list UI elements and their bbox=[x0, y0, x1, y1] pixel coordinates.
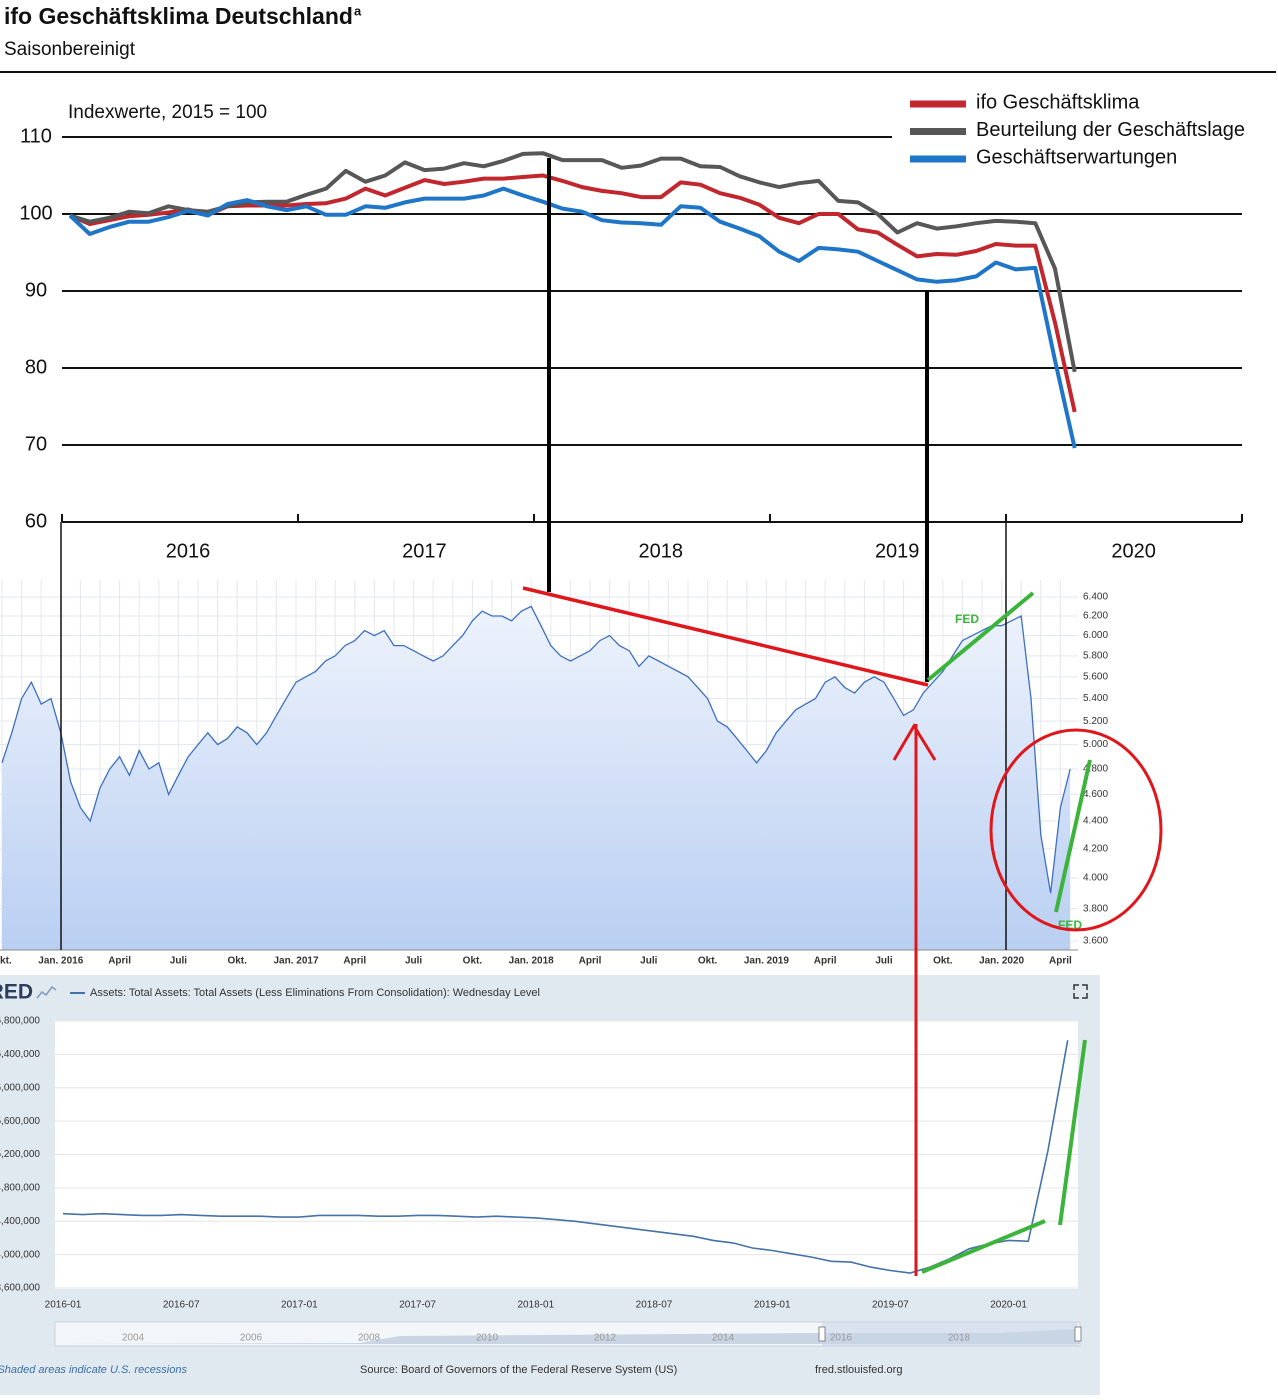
x-tick-label: Okt. bbox=[933, 956, 953, 967]
x-tick-label: 2019 bbox=[875, 540, 920, 562]
x-tick-label: 2018-01 bbox=[517, 1300, 554, 1311]
year-boundaries bbox=[61, 514, 1243, 522]
y-tick-label: 110 bbox=[20, 125, 52, 147]
x-tick-label: Jan. 2019 bbox=[744, 956, 789, 967]
y-tick-label: 6,400,000 bbox=[0, 1049, 40, 1060]
legend-label: Geschäftserwartungen bbox=[976, 146, 1177, 168]
y-tick-label: 5.600 bbox=[1083, 671, 1108, 682]
x-tick-label: 2017 bbox=[402, 540, 447, 562]
y-tick-label: 80 bbox=[25, 356, 47, 378]
area-line bbox=[1, 605, 1071, 894]
navigator-label: 2010 bbox=[476, 1333, 499, 1344]
x-tick-label: 2017-07 bbox=[399, 1300, 436, 1311]
navigator-label: 2006 bbox=[240, 1333, 263, 1344]
x-tick-label: 2018 bbox=[639, 540, 684, 562]
y-tick-label: 5.200 bbox=[1083, 716, 1108, 727]
y-tick-label: 5,600,000 bbox=[0, 1116, 40, 1127]
y-tick-label: 3.600 bbox=[1083, 936, 1108, 947]
x-tick-label: April bbox=[108, 956, 131, 967]
site: fred.stlouisfed.org bbox=[815, 1364, 902, 1376]
x-tick-label: April bbox=[579, 956, 602, 967]
x-tick-label: 2016-01 bbox=[45, 1300, 82, 1311]
y-tick-label: 5.000 bbox=[1083, 739, 1108, 750]
annotations bbox=[60, 158, 1163, 1276]
plots: 60 70 80 90 100 110 2016 2017 2018 2019 2020 ifo Ge… bbox=[0, 88, 1272, 1376]
fred-logo-icon bbox=[36, 985, 57, 999]
y-tick-label: 6.200 bbox=[1083, 611, 1108, 622]
chart-subtitle: Saisonbereinigt bbox=[4, 39, 136, 60]
x-tick-label: Jan. 2020 bbox=[979, 956, 1024, 967]
y-tick-label: 6.400 bbox=[1083, 592, 1108, 603]
y-tick-label: 4.400 bbox=[1083, 816, 1108, 827]
y-tick-label: 4.200 bbox=[1083, 843, 1108, 854]
chart-title: ifo Geschäftsklima Deutschland bbox=[4, 3, 353, 29]
area-fill bbox=[2, 606, 1071, 950]
annotation: FED bbox=[955, 612, 979, 626]
y-tick-label: 4,800,000 bbox=[0, 1183, 40, 1194]
x-tick-label: 2019-01 bbox=[754, 1300, 791, 1311]
legend-label: ifo Geschäftsklima bbox=[976, 91, 1140, 113]
x-tick-label: Juli bbox=[170, 956, 187, 967]
navigator-label: 2016 bbox=[830, 1333, 853, 1344]
y-tick-label: 5.800 bbox=[1083, 650, 1108, 661]
series-line bbox=[68, 186, 1077, 449]
x-tick-label: Juli bbox=[640, 956, 657, 967]
navigator-label: 2012 bbox=[594, 1333, 617, 1344]
x-tick-label: Okt. bbox=[0, 956, 12, 967]
y-tick-label: 4.800 bbox=[1083, 764, 1108, 775]
x-tick-label: 2016 bbox=[166, 540, 211, 562]
x-tick-label: 2016-07 bbox=[163, 1300, 200, 1311]
x-tick-label: Juli bbox=[405, 956, 422, 967]
y-tick-label: 4,000,000 bbox=[0, 1249, 40, 1260]
x-tick-label: 2017-01 bbox=[281, 1300, 318, 1311]
y-tick-label: 100 bbox=[19, 202, 52, 224]
axis-annotation: Indexwerte, 2015 = 100 bbox=[68, 102, 267, 123]
title-superscript: a bbox=[354, 3, 362, 18]
y-tick-label: 60 bbox=[25, 510, 47, 532]
logo: FRED bbox=[0, 981, 33, 1004]
y-tick-label: 4,400,000 bbox=[0, 1216, 40, 1227]
navigator-label: 2004 bbox=[122, 1333, 145, 1344]
navigator-label: 2008 bbox=[358, 1333, 381, 1344]
y-tick-label: 90 bbox=[25, 279, 47, 301]
y-tick-label: 70 bbox=[25, 433, 47, 455]
x-tick-label: 2020-01 bbox=[990, 1300, 1027, 1311]
x-tick-label: 2019-07 bbox=[872, 1300, 909, 1311]
x-tick-label: Okt. bbox=[227, 956, 247, 967]
navigator-label: 2018 bbox=[948, 1333, 971, 1344]
x-tick-label: Okt. bbox=[463, 956, 483, 967]
x-tick-label: 2018-07 bbox=[636, 1300, 673, 1311]
x-tick-label: Jan. 2016 bbox=[38, 956, 83, 967]
fred-navigator bbox=[54, 1321, 1082, 1347]
x-tick-label: Jan. 2017 bbox=[273, 956, 318, 967]
navigator-label: 2014 bbox=[712, 1333, 735, 1344]
y-tick-label: 6.000 bbox=[1083, 630, 1108, 641]
y-tick-label: 6,000,000 bbox=[0, 1082, 40, 1093]
fullscreen-icon[interactable] bbox=[1073, 984, 1088, 999]
legend-label: Beurteilung der Geschäftslage bbox=[976, 119, 1245, 141]
y-tick-label: 6,800,000 bbox=[0, 1016, 40, 1027]
x-tick-label: Juli bbox=[875, 956, 892, 967]
x-tick-label: April bbox=[343, 956, 366, 967]
footnote: Shaded areas indicate U.S. recessions bbox=[0, 1364, 187, 1376]
y-tick-label: 5.400 bbox=[1083, 693, 1108, 704]
y-tick-label: 4.000 bbox=[1083, 873, 1108, 884]
y-tick-label: 5,200,000 bbox=[0, 1149, 40, 1160]
x-tick-label: 2020 bbox=[1111, 540, 1156, 562]
legend-label: Assets: Total Assets: Total Assets (Less… bbox=[90, 987, 540, 999]
series-line bbox=[69, 151, 1077, 373]
y-tick-label: 3,600,000 bbox=[0, 1283, 40, 1294]
series-line bbox=[62, 1040, 1069, 1274]
x-tick-label: Okt. bbox=[698, 956, 718, 967]
source: Source: Board of Governors of the Federa… bbox=[360, 1364, 677, 1376]
x-tick-label: Jan. 2018 bbox=[509, 956, 554, 967]
y-tick-label: 3.800 bbox=[1083, 903, 1108, 914]
x-tick-label: April bbox=[814, 956, 837, 967]
y-tick-label: 4.600 bbox=[1083, 789, 1108, 800]
x-tick-label: April bbox=[1049, 956, 1072, 967]
